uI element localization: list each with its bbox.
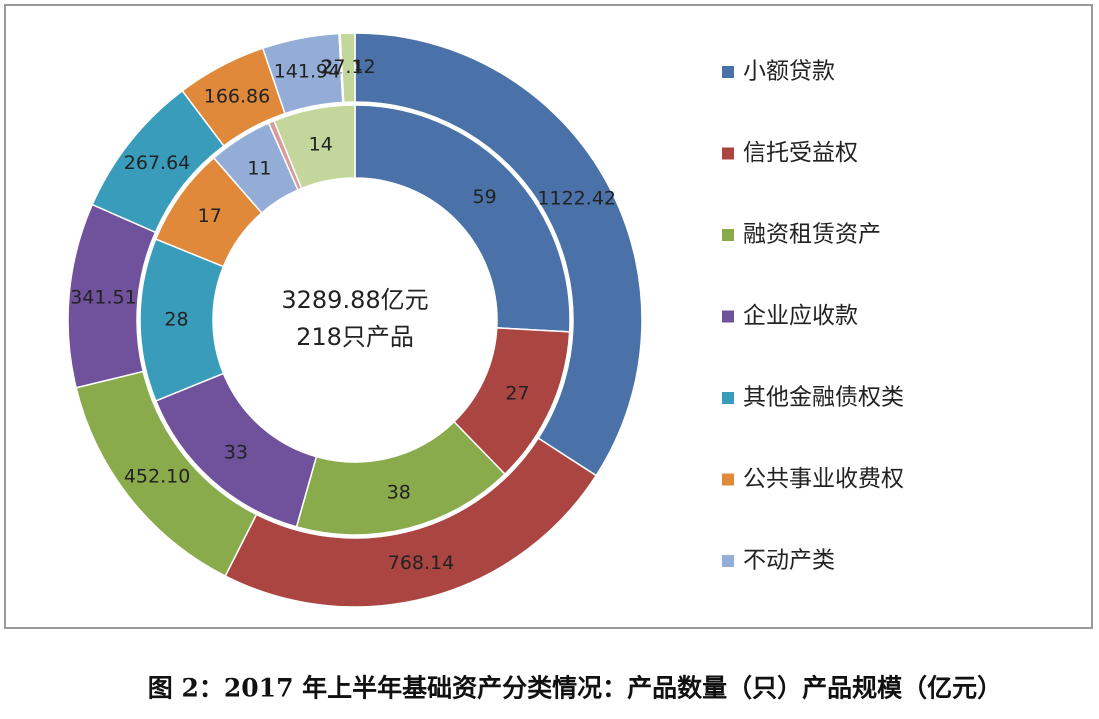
slice bbox=[354, 32, 643, 477]
data-label: 14 bbox=[309, 133, 333, 155]
legend-swatch bbox=[722, 310, 734, 323]
data-label: 141.94 bbox=[274, 61, 340, 83]
legend-label: 公共事业收费权 bbox=[743, 466, 904, 492]
data-label: 59 bbox=[473, 186, 497, 208]
legend-label: 信托受益权 bbox=[743, 140, 858, 166]
data-label: 27.12 bbox=[321, 56, 375, 78]
slice bbox=[273, 104, 356, 190]
legend-label: 企业应收款 bbox=[743, 303, 858, 329]
legend-swatch bbox=[722, 555, 734, 567]
data-label: 1122.42 bbox=[537, 188, 616, 210]
legend-swatch bbox=[722, 66, 734, 78]
center-text: 218只产品 bbox=[296, 323, 414, 351]
caption: 图 2：2017 年上半年基础资产分类情况：产品数量（只）产品规模（亿元） bbox=[148, 674, 1002, 703]
legend-swatch bbox=[722, 147, 734, 160]
data-label: 341.51 bbox=[70, 286, 136, 308]
legend-label: 其他金融债权类 bbox=[743, 385, 904, 411]
legend-label: 融资租赁资产 bbox=[743, 222, 881, 248]
legend-swatch bbox=[722, 473, 734, 486]
data-label: 267.64 bbox=[124, 152, 190, 174]
data-label: 27 bbox=[505, 382, 529, 404]
legend-label: 不动产类 bbox=[743, 548, 835, 574]
data-label: 11 bbox=[247, 158, 271, 180]
legend-swatch bbox=[722, 229, 734, 241]
slice bbox=[354, 104, 571, 333]
data-label: 33 bbox=[224, 441, 248, 463]
legend-swatch bbox=[722, 392, 734, 404]
legend-label: 小额贷款 bbox=[743, 59, 835, 85]
data-label: 38 bbox=[387, 482, 411, 504]
slice bbox=[339, 32, 356, 104]
data-label: 17 bbox=[198, 205, 222, 227]
data-label: 28 bbox=[164, 309, 188, 331]
data-label: 166.86 bbox=[204, 85, 270, 107]
center-text: 3289.88亿元 bbox=[281, 286, 428, 314]
data-label: 768.14 bbox=[388, 552, 454, 574]
data-label: 452.10 bbox=[124, 465, 190, 487]
